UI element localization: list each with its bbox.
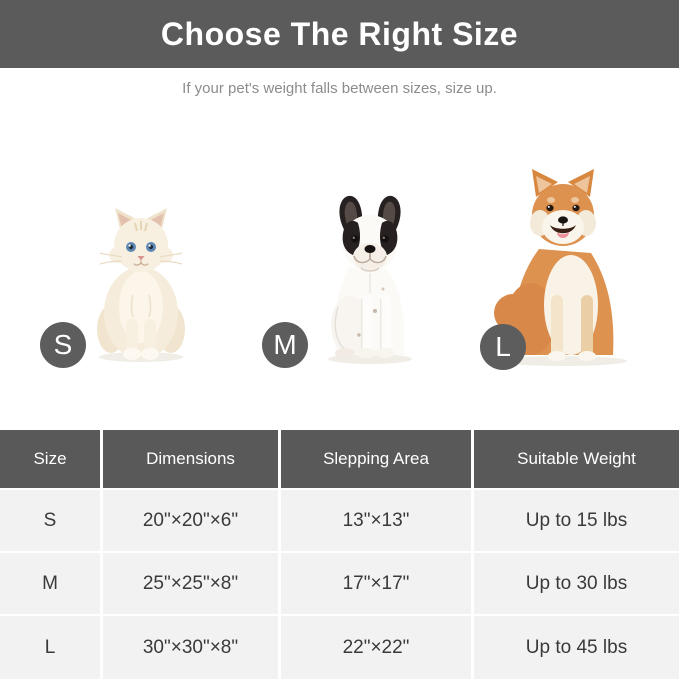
size-badge-s: S	[40, 322, 86, 368]
table-cell-sleeping-area-m: 17"×17"	[281, 553, 471, 614]
column-header-sleeping-area: Slepping Area	[281, 430, 471, 488]
pet-illustration-band: If your pet's weight falls between sizes…	[0, 68, 679, 430]
table-cell-size-l: L	[0, 616, 100, 679]
header-banner: Choose The Right Size	[0, 0, 679, 68]
table-cell-dimensions-s: 20"×20"×6"	[103, 490, 278, 551]
table-cell-sleeping-area-l: 22"×22"	[281, 616, 471, 679]
table-cell-dimensions-m: 25"×25"×8"	[103, 553, 278, 614]
table-cell-suitable-weight-m: Up to 30 lbs	[474, 553, 679, 614]
size-badge-m-label: M	[273, 329, 297, 360]
size-badge-l-label: L	[495, 331, 511, 362]
page-title: Choose The Right Size	[160, 15, 519, 52]
table-cell-size-s: S	[0, 490, 100, 551]
column-header-suitable-weight: Suitable Weight	[474, 430, 679, 488]
column-header-dimensions: Dimensions	[103, 430, 278, 488]
column-header-size: Size	[0, 430, 100, 488]
pet-small-kitten	[93, 203, 189, 363]
table-cell-dimensions-l: 30"×30"×8"	[103, 616, 278, 679]
french-bulldog-illustration	[328, 195, 412, 364]
size-badge-s-label: S	[53, 329, 73, 360]
shiba-inu-illustration	[494, 169, 627, 366]
size-table: Size Dimensions Slepping Area Suitable W…	[0, 430, 679, 679]
pet-medium-french-bulldog	[325, 193, 415, 365]
pet-large-shiba-inu	[487, 163, 633, 367]
size-badge-l: L	[480, 324, 526, 370]
table-cell-size-m: M	[0, 553, 100, 614]
kitten-illustration	[97, 208, 185, 362]
subtitle: If your pet's weight falls between sizes…	[182, 80, 497, 97]
size-badge-m: M	[262, 322, 308, 368]
table-cell-sleeping-area-s: 13"×13"	[281, 490, 471, 551]
table-cell-suitable-weight-s: Up to 15 lbs	[474, 490, 679, 551]
table-cell-suitable-weight-l: Up to 45 lbs	[474, 616, 679, 679]
